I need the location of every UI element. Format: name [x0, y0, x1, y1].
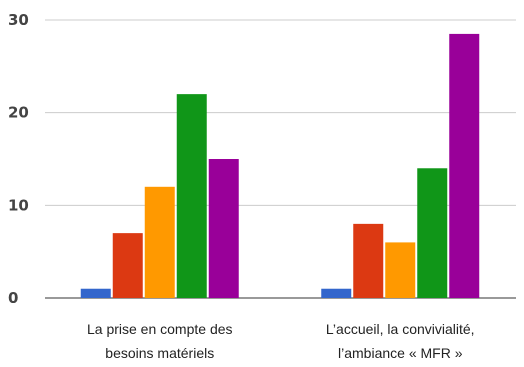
bar	[417, 168, 448, 298]
bar	[208, 159, 239, 298]
bar	[176, 94, 207, 298]
bar	[385, 242, 416, 298]
y-tick-label: 0	[8, 289, 18, 307]
category-label: besoins matériels	[105, 345, 214, 361]
bar	[144, 186, 175, 298]
bar	[80, 288, 111, 298]
bars	[80, 33, 480, 299]
bar	[112, 233, 143, 298]
category-label: l’ambiance « MFR »	[338, 345, 463, 361]
bar	[353, 223, 384, 298]
category-label: La prise en compte des	[87, 321, 233, 337]
bar	[449, 33, 480, 299]
y-tick-label: 20	[8, 104, 29, 122]
category-labels: La prise en compte des besoins matériels L…	[87, 321, 475, 361]
y-tick-label: 30	[8, 11, 29, 29]
y-tick-label: 10	[8, 196, 29, 214]
y-tick-labels: 0 10 20 30	[8, 11, 29, 307]
bar	[321, 288, 352, 298]
category-label: L’accueil, la convivialité,	[326, 321, 475, 337]
